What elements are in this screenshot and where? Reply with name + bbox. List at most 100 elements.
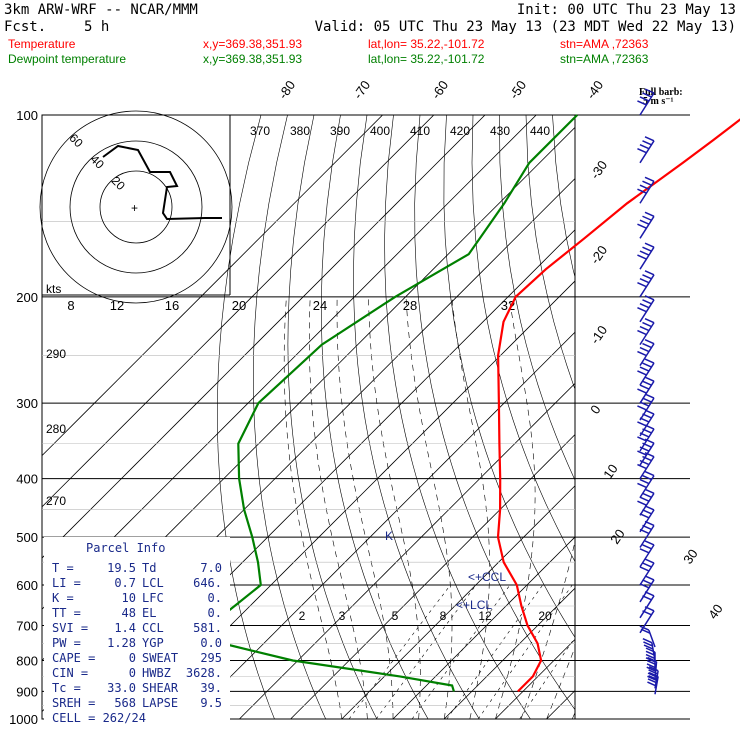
pressure-label: 200: [16, 290, 38, 305]
wind-barb: [637, 451, 655, 480]
mixing-ratio-line: [519, 584, 575, 719]
parcel-value: 581.: [193, 621, 222, 635]
barb-flag: [642, 610, 652, 616]
valid-time: Valid: 05 UTC Thu 23 May 13 (23 MDT Wed …: [315, 19, 736, 35]
dry-adiabat: [253, 115, 326, 719]
wind-barb: [637, 176, 655, 204]
barb-flag: [644, 591, 655, 597]
barb-flag: [642, 455, 652, 462]
parcel-value: 0.: [208, 606, 222, 620]
barb-flag: [642, 492, 652, 498]
pressure-label: 300: [16, 396, 38, 411]
dry-adiabat: [384, 115, 531, 719]
barb-flag: [644, 176, 655, 182]
barb-flag: [637, 500, 647, 506]
wind-barb: [637, 211, 655, 239]
mixing-ratio-label: 20: [538, 609, 552, 623]
barb-flag: [644, 438, 655, 444]
barb-staff: [639, 595, 655, 619]
barb-flag: [639, 144, 650, 150]
barb-staff: [639, 509, 655, 533]
barb-staff: [639, 140, 655, 164]
parcel-label: CAPE =: [52, 651, 95, 665]
fcst-value: 5 h: [84, 19, 109, 35]
temp-legend-xy: x,y=369.38,351.93: [203, 37, 302, 51]
barb-flag: [644, 376, 655, 382]
barb-flag: [642, 342, 652, 349]
temp-legend-stn: stn=AMA ,72363: [560, 37, 649, 51]
barb-staff: [639, 299, 655, 323]
barb-flag: [639, 432, 650, 438]
hodo-ring-label: 60: [66, 131, 86, 151]
barb-flag: [639, 528, 650, 535]
barb-flag: [644, 558, 655, 564]
mixing-ratio-label: 12: [478, 609, 492, 623]
pressure-label: 800: [16, 653, 38, 668]
wind-barb: [637, 376, 655, 404]
barb-flag: [644, 270, 655, 276]
parcel-info-title: Parcel Info: [86, 541, 165, 555]
parcel-value: 0.7: [114, 576, 136, 590]
barb-flag: [646, 663, 657, 669]
isotherm-label-right: 40: [705, 601, 726, 621]
pressure-label: 700: [16, 618, 38, 633]
barb-flag: [644, 606, 655, 612]
isotherm-label-right: 20: [607, 526, 628, 546]
barb-staff: [639, 492, 655, 516]
barb-flag: [639, 325, 650, 332]
barb-staff: [639, 562, 655, 586]
lcl-marker: <+LCL: [456, 598, 492, 612]
barb-staff: [639, 456, 655, 480]
parcel-label: LI =: [52, 576, 81, 590]
barb-staff: [639, 397, 655, 421]
isotherm-label-top: -40: [583, 78, 606, 102]
barb-staff: [639, 544, 655, 568]
barb-flag: [642, 274, 652, 280]
barb-flag: [639, 384, 650, 390]
barb-flag: [637, 405, 647, 411]
parcel-value: 0: [129, 651, 136, 665]
barb-flag: [642, 509, 652, 515]
barb-staff: [639, 92, 655, 116]
parcel-label: SREH =: [52, 696, 95, 710]
barb-flag: [644, 505, 655, 511]
parcel-value: 48: [122, 606, 136, 620]
barb-staff: [639, 215, 655, 239]
hodo-speed-label: 32: [501, 298, 515, 313]
barb-flag: [644, 488, 655, 494]
hodo-ring: [39, 110, 233, 304]
isotherm-label-top: -80: [275, 78, 298, 102]
theta-e-label: 400: [370, 124, 390, 138]
moist-adiabat: [451, 296, 490, 719]
isotherm-line: [443, 115, 575, 719]
wind-barb: [637, 88, 655, 116]
parcel-value: 0.: [208, 591, 222, 605]
dry-adiabat: [685, 115, 740, 719]
temp-legend-latlon: lat,lon= 35.22,-101.72: [368, 37, 485, 51]
barb-flag: [639, 446, 650, 452]
parcel-info-box: Parcel Info T = 19.5 Td 7.0 LI = 0.7 LCL 646. K …: [44, 537, 230, 727]
theta-e-label: 410: [410, 124, 430, 138]
parcel-label: CIN =: [52, 666, 88, 680]
parcel-value: 0: [129, 666, 136, 680]
barb-flag: [644, 317, 655, 324]
parcel-label: HWBZ: [142, 666, 171, 680]
parcel-value: 0.0: [200, 636, 222, 650]
wind-barb: [639, 625, 656, 648]
theta-label-left: 280: [46, 422, 66, 436]
barb-flag: [643, 641, 653, 647]
parcel-value: 39.: [200, 681, 222, 695]
dew-legend-xy: x,y=369.38,351.93: [203, 52, 302, 66]
barb-flag: [644, 295, 655, 301]
barb-flag: [639, 366, 650, 372]
theta-e-label: 430: [490, 124, 510, 138]
barb-flag: [639, 548, 650, 554]
barb-staff: [639, 525, 655, 548]
barb-flag: [644, 540, 655, 546]
barb-flag: [639, 219, 650, 225]
barb-flag: [642, 246, 652, 252]
theta-e-label: 390: [330, 124, 350, 138]
hodo-speed-label: 20: [232, 298, 246, 313]
barb-flag: [644, 424, 655, 430]
